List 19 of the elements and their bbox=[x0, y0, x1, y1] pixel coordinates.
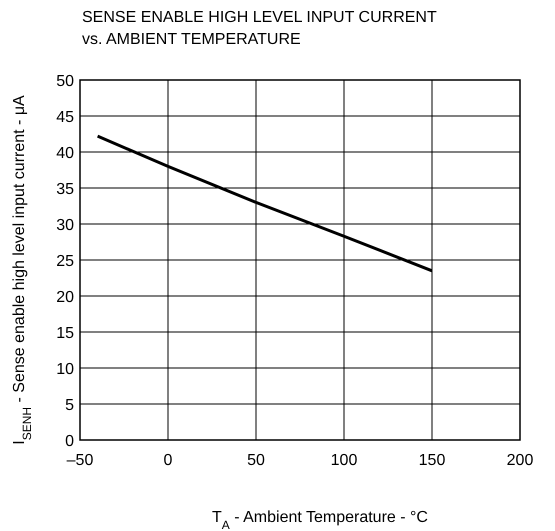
y-tick-label: 45 bbox=[56, 109, 74, 126]
chart-title: SENSE ENABLE HIGH LEVEL INPUT CURRENT vs. AMBIENT TEMPERATURE bbox=[82, 9, 437, 48]
x-tick-label: 200 bbox=[506, 452, 534, 469]
x-tick-label: 0 bbox=[164, 452, 173, 469]
x-tick-label: –50 bbox=[66, 452, 94, 469]
y-tick-label: 5 bbox=[65, 397, 74, 414]
x-tick-label: 100 bbox=[330, 452, 358, 469]
y-tick-label: 50 bbox=[56, 73, 74, 90]
x-tick-label: 150 bbox=[418, 452, 446, 469]
y-tick-label: 40 bbox=[56, 145, 74, 162]
y-tick-label: 20 bbox=[56, 289, 74, 306]
y-tick-label: 0 bbox=[65, 433, 74, 450]
y-tick-label: 35 bbox=[56, 181, 74, 198]
y-tick-label: 10 bbox=[56, 361, 74, 378]
x-axis-title: T$_{A}$ - Ambient Temperature - °C bbox=[212, 509, 428, 531]
y-tick-label: 30 bbox=[56, 217, 74, 234]
y-tick-label: 25 bbox=[56, 253, 74, 270]
x-tick-label: 50 bbox=[247, 452, 265, 469]
y-tick-label: 15 bbox=[56, 325, 74, 342]
